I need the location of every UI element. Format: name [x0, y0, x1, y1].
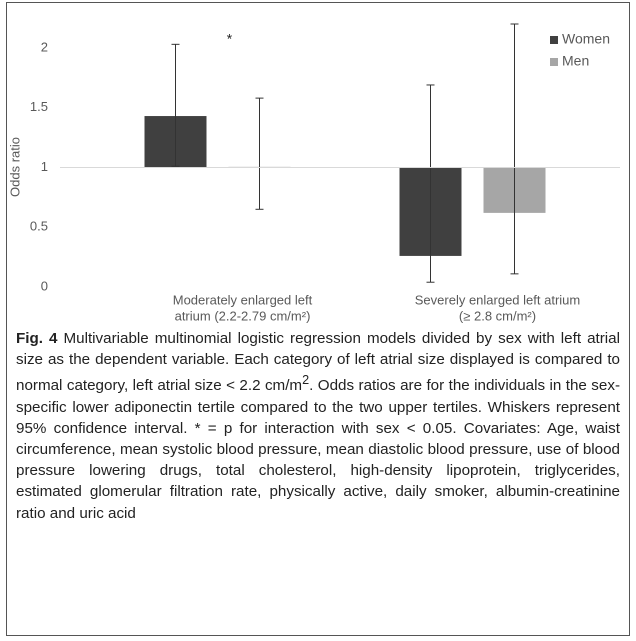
legend-label: Women	[562, 31, 610, 47]
y-axis-title: Odds ratio	[7, 137, 22, 197]
annotation: *	[227, 31, 233, 47]
x-tick-label: atrium (2.2-2.79 cm/m²)	[175, 308, 311, 323]
y-tick-label: 1.5	[30, 99, 48, 114]
caption-label: Fig. 4	[16, 330, 58, 347]
y-tick-label: 1	[41, 159, 48, 174]
chart: Odds ratio 0 0.5 1 1.5 2 * Moderately enlarged…	[7, 23, 620, 323]
caption-text: Multivariable multinomial logistic regre…	[16, 330, 620, 395]
legend-swatch	[550, 58, 558, 66]
y-tick-label: 2	[41, 39, 48, 54]
x-tick-label: Moderately enlarged left	[173, 292, 313, 307]
caption: Fig. 4 Multivariable multinomial logisti…	[16, 328, 620, 524]
y-tick-label: 0	[41, 278, 48, 293]
legend-label: Men	[562, 53, 589, 69]
caption-sup: 2	[302, 373, 310, 388]
caption-text: . Odds ratios are for the individuals in…	[16, 377, 620, 522]
figure-frame	[6, 2, 630, 636]
y-tick-label: 0.5	[30, 219, 48, 234]
x-tick-label: Severely enlarged left atrium	[415, 292, 580, 307]
x-tick-label: (≥ 2.8 cm/m²)	[459, 308, 536, 323]
legend-swatch	[550, 36, 558, 44]
